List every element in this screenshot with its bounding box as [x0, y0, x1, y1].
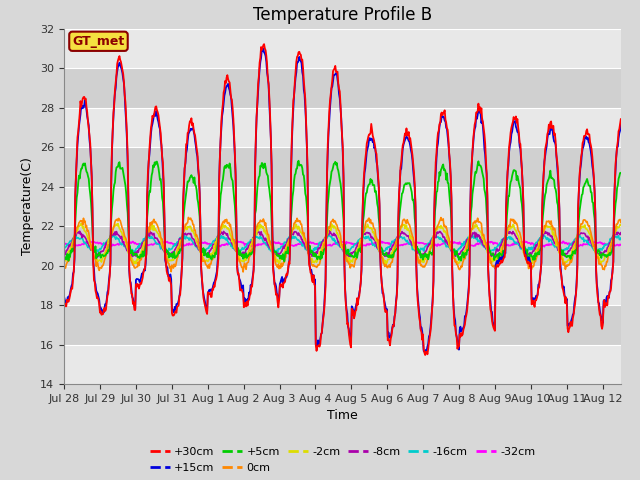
Title: Temperature Profile B: Temperature Profile B	[253, 6, 432, 24]
Bar	[64, 108, 621, 147]
Bar	[64, 187, 621, 226]
Bar	[64, 147, 621, 187]
Legend: +30cm, +15cm, +5cm, 0cm, -2cm, -8cm, -16cm, -32cm: +30cm, +15cm, +5cm, 0cm, -2cm, -8cm, -16…	[145, 443, 540, 477]
Bar	[64, 29, 621, 68]
Y-axis label: Temperature(C): Temperature(C)	[22, 157, 35, 255]
Bar	[64, 226, 621, 265]
Bar	[64, 68, 621, 108]
Bar	[64, 345, 621, 384]
Bar	[64, 265, 621, 305]
X-axis label: Time: Time	[327, 409, 358, 422]
Bar	[64, 305, 621, 345]
Text: GT_met: GT_met	[72, 35, 125, 48]
